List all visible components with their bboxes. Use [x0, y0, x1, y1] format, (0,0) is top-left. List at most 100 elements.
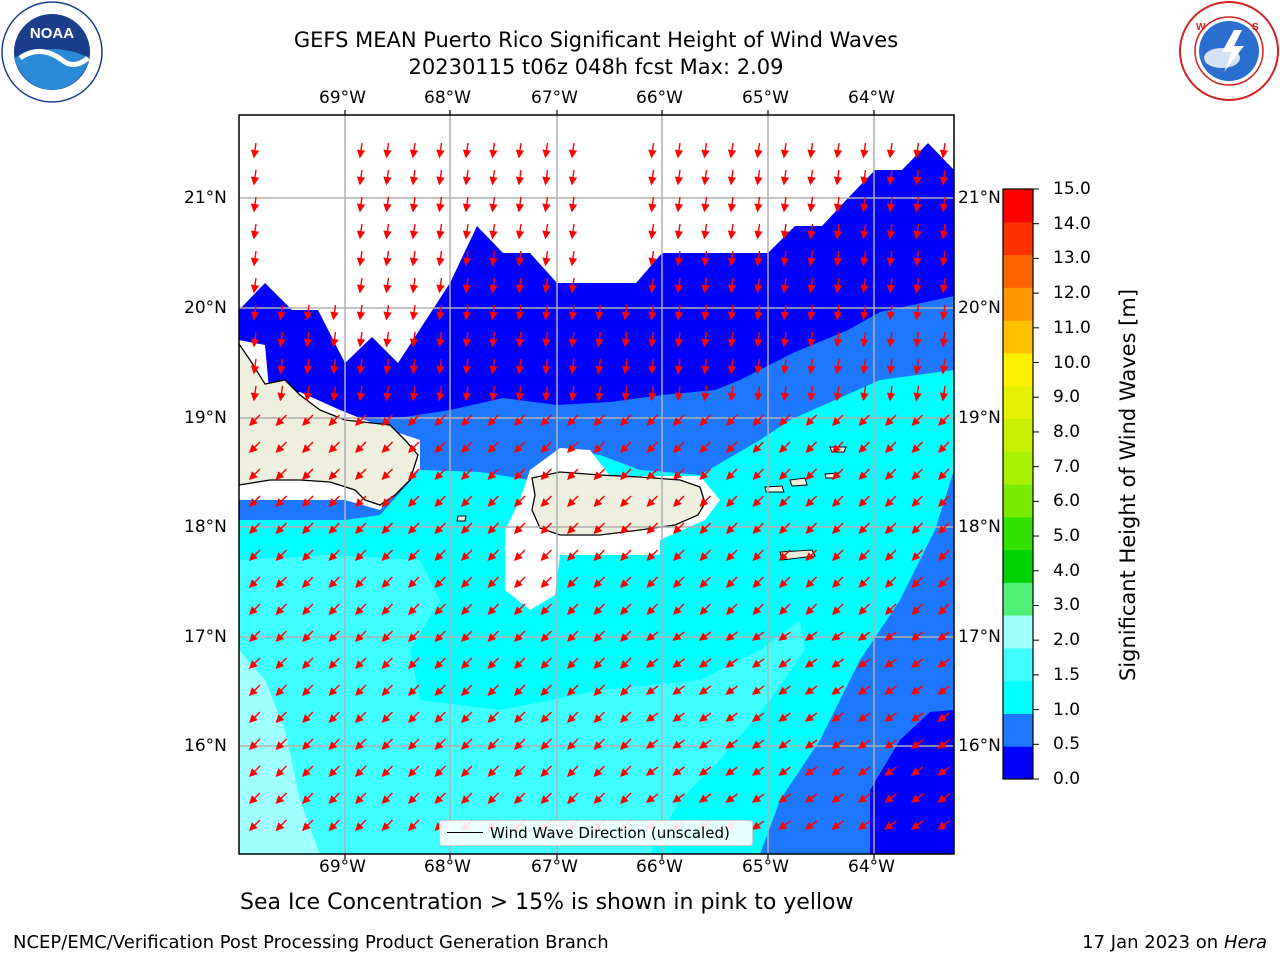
wind-wave-arrow — [434, 711, 446, 723]
wind-wave-arrow — [860, 385, 869, 402]
wind-wave-arrow — [489, 385, 498, 402]
wind-wave-arrow — [487, 522, 499, 534]
wind-wave-arrow — [911, 549, 923, 561]
colorbar-tick-label: 14.0 — [1053, 213, 1091, 234]
wind-wave-arrow — [910, 739, 924, 749]
wind-wave-arrow — [752, 414, 764, 426]
colorbar-tick-label: 15.0 — [1053, 179, 1091, 199]
wind-wave-arrow — [699, 576, 711, 588]
wind-wave-arrow — [858, 576, 870, 588]
wind-wave-arrow — [355, 414, 367, 426]
wind-wave-arrow — [302, 684, 314, 696]
wind-wave-arrow — [249, 549, 261, 561]
wind-wave-arrow — [727, 277, 737, 294]
wind-wave-arrow — [383, 304, 392, 321]
wind-wave-arrow — [515, 196, 525, 213]
wave-band-2.0-3.0 — [239, 650, 320, 854]
wind-wave-arrow — [832, 603, 844, 615]
wind-wave-arrow — [645, 631, 659, 641]
wind-wave-arrow — [751, 685, 765, 695]
wind-wave-arrow — [727, 142, 737, 159]
wind-wave-arrow — [542, 385, 551, 402]
wind-wave-arrow — [807, 223, 816, 240]
wind-wave-arrow — [275, 657, 287, 669]
wind-wave-arrow — [383, 331, 392, 348]
map-frame — [238, 114, 955, 855]
wind-wave-arrow — [699, 603, 711, 615]
wind-wave-arrow — [514, 792, 526, 804]
wind-wave-arrow — [568, 385, 578, 402]
wind-wave-arrow — [249, 630, 261, 642]
wind-wave-arrow — [462, 169, 472, 186]
wind-wave-arrow — [726, 495, 738, 507]
wind-wave-arrow — [461, 522, 473, 534]
colorbar-tick-label: 3.0 — [1053, 595, 1081, 616]
wind-wave-arrow — [701, 304, 710, 321]
wind-wave-arrow — [355, 684, 367, 696]
wind-wave-arrow — [249, 792, 261, 804]
wind-wave-arrow — [328, 792, 340, 804]
wind-wave-arrow — [698, 739, 712, 749]
wind-wave-arrow — [595, 331, 604, 348]
lat-label-left: 19°N — [184, 408, 227, 428]
wind-wave-arrow — [381, 441, 393, 453]
wind-wave-arrow — [303, 304, 313, 321]
wind-wave-arrow — [910, 766, 924, 776]
wind-wave-arrow — [674, 358, 684, 375]
wind-wave-arrow — [436, 277, 445, 294]
wind-wave-arrow — [381, 549, 393, 561]
lat-label-left: 18°N — [184, 517, 227, 537]
colorbar-segment — [1003, 352, 1033, 387]
wind-wave-arrow — [355, 576, 367, 588]
wind-wave-arrow — [858, 603, 870, 615]
wind-wave-arrow — [831, 793, 844, 803]
wind-wave-arrow — [778, 712, 791, 722]
wind-wave-arrow — [857, 712, 871, 722]
wind-wave-arrow — [330, 304, 339, 321]
wind-wave-arrow — [514, 468, 526, 480]
wind-wave-arrow — [436, 169, 445, 186]
wind-wave-arrow — [355, 549, 367, 561]
wind-wave-arrow — [408, 441, 420, 453]
colorbar-segment — [1003, 484, 1033, 518]
footer-machine: Hera — [1223, 932, 1267, 953]
wind-wave-arrow — [778, 631, 791, 641]
wind-wave-arrow — [701, 277, 710, 294]
lon-label-bottom: 65°W — [742, 857, 789, 877]
wind-wave-arrow — [303, 385, 313, 402]
wind-wave-arrow — [542, 304, 551, 321]
wind-wave-arrow — [487, 441, 499, 453]
wind-wave-arrow — [674, 331, 684, 348]
wind-wave-arrow — [857, 820, 871, 830]
wind-wave-arrow — [515, 277, 525, 294]
wind-wave-arrow — [725, 631, 738, 641]
wind-wave-arrow — [593, 414, 605, 426]
wind-wave-arrow — [805, 495, 817, 507]
wind-wave-arrow — [911, 522, 923, 534]
wind-wave-arrow — [462, 277, 472, 294]
wind-wave-arrow — [540, 603, 552, 615]
wind-wave-arrow — [249, 603, 261, 615]
wind-wave-arrow — [833, 223, 843, 240]
lat-label-right: 20°N — [958, 298, 1001, 318]
wind-wave-arrow — [780, 304, 790, 321]
wind-wave-arrow — [355, 603, 367, 615]
wind-wave-arrow — [674, 250, 684, 267]
wind-wave-arrow — [514, 630, 526, 642]
wind-wave-arrow — [674, 385, 684, 402]
hispaniola-land — [239, 342, 419, 506]
wind-wave-arrow — [514, 765, 526, 777]
wind-wave-arrow — [567, 603, 579, 615]
wind-wave-arrow — [832, 549, 844, 561]
wind-wave-arrow — [646, 603, 658, 615]
wind-wave-arrow — [726, 414, 738, 426]
wind-wave-arrow — [701, 385, 710, 402]
wind-wave-arrow — [275, 414, 287, 426]
wind-wave-arrow — [540, 468, 552, 480]
wind-wave-arrow — [620, 495, 632, 507]
wind-wave-arrow — [780, 196, 790, 213]
wind-wave-arrow — [939, 358, 949, 375]
wind-wave-arrow — [328, 441, 340, 453]
wind-wave-arrow — [727, 196, 737, 213]
wind-wave-arrow — [910, 658, 924, 668]
